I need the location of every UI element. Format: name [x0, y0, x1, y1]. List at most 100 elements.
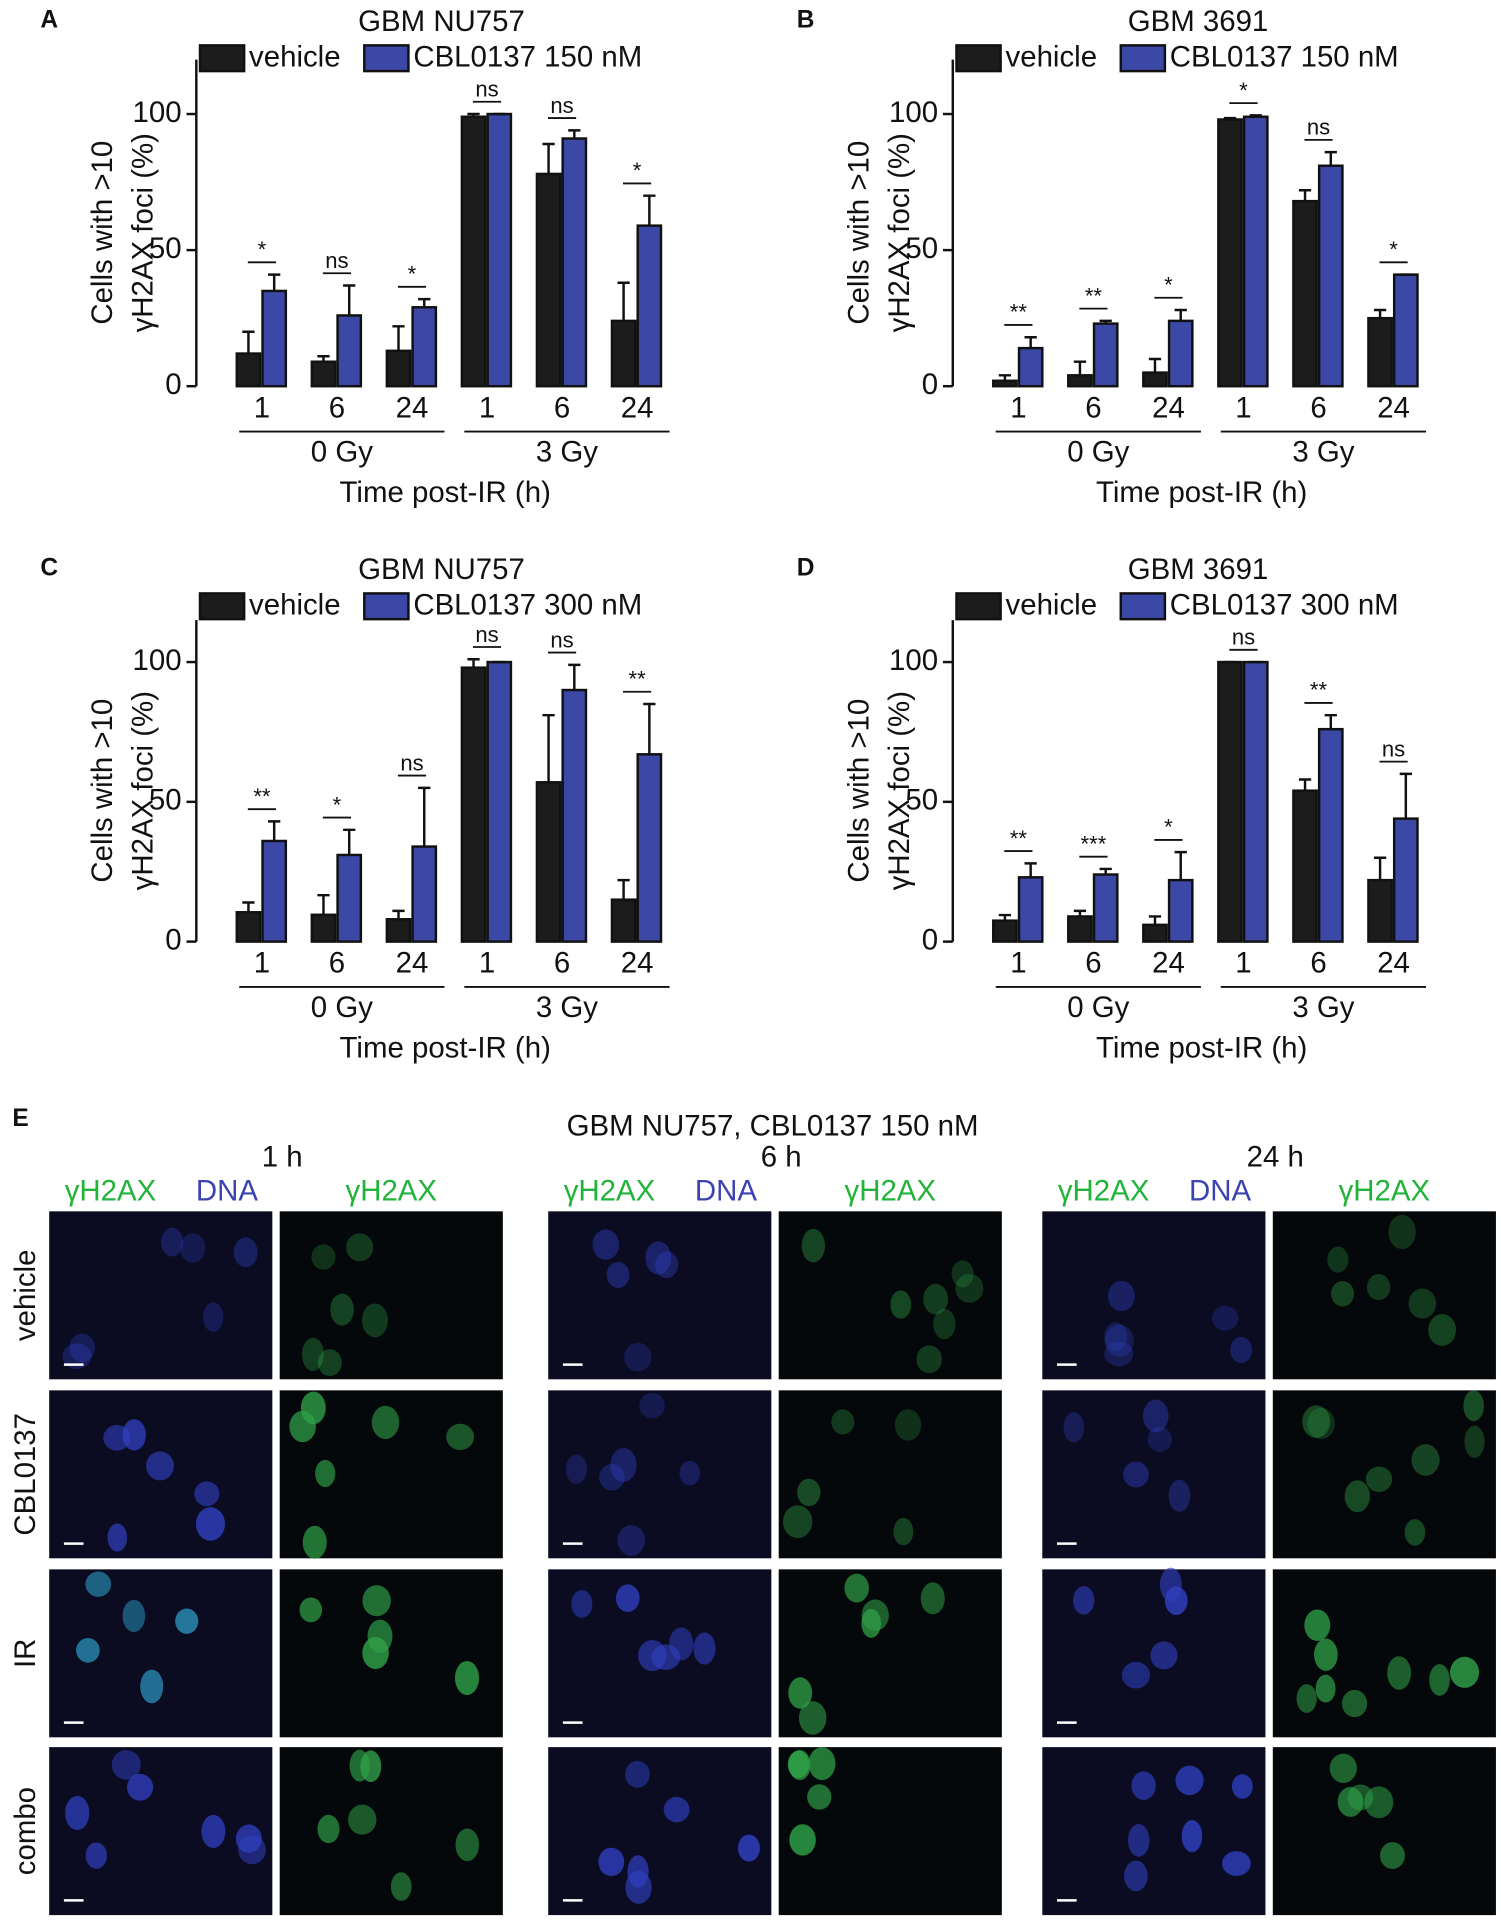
x-tick-label: 1	[1010, 391, 1026, 424]
significance-label: *	[1164, 815, 1173, 840]
nucleus	[1124, 1860, 1148, 1892]
y-tick-label: 0	[922, 368, 938, 401]
y-tick-label: 50	[905, 232, 938, 265]
significance-label: *	[1389, 237, 1398, 262]
micrograph	[279, 1569, 503, 1738]
bar	[1317, 727, 1344, 943]
error-bar	[268, 820, 281, 841]
y-axis-label: Cells with >10	[86, 141, 119, 325]
error-bar	[418, 297, 431, 308]
channel-label: γH2AX	[845, 1175, 937, 1208]
bar	[1367, 316, 1393, 388]
bar	[1317, 164, 1344, 388]
nucleus	[679, 1460, 701, 1486]
x-tick-label: 24	[396, 947, 429, 980]
y-tick-label: 100	[133, 644, 182, 677]
nucleus	[446, 1423, 475, 1450]
x-axis-label: Time post-IR (h)	[340, 1031, 551, 1064]
y-axis-label: γH2AX foci (%)	[883, 691, 916, 890]
error-bar	[467, 112, 480, 117]
group-label: 0 Gy	[311, 435, 373, 468]
panel-label: A	[40, 6, 58, 33]
x-tick-label: 24	[1377, 947, 1410, 980]
nucleus	[1159, 1567, 1182, 1602]
nucleus	[180, 1233, 206, 1263]
nucleus	[371, 1405, 400, 1440]
bar	[411, 306, 438, 388]
legend-label: CBL0137 300 nM	[413, 589, 642, 622]
micrograph	[49, 1211, 273, 1380]
nucleus	[617, 1525, 646, 1556]
row-label: IR	[9, 1639, 42, 1668]
error-bar	[617, 281, 630, 321]
panel-label: D	[797, 554, 815, 581]
micrograph	[1272, 1211, 1496, 1380]
error-bar	[317, 893, 330, 915]
y-axis-label: Cells with >10	[843, 699, 876, 883]
panel-label: C	[40, 554, 58, 581]
group-label: 3 Gy	[536, 991, 598, 1024]
bar	[1017, 346, 1044, 388]
y-tick-label: 50	[905, 784, 938, 817]
bar	[561, 688, 588, 943]
panel-label: B	[797, 6, 815, 33]
nucleus	[598, 1847, 625, 1877]
bar	[310, 360, 337, 388]
panel-title: GBM NU757, CBL0137 150 nM	[567, 1110, 979, 1143]
y-axis-label: γH2AX foci (%)	[127, 691, 160, 890]
legend-swatch	[363, 592, 410, 621]
x-axis-label: Time post-IR (h)	[340, 476, 551, 509]
y-tick-label: 50	[149, 232, 182, 265]
nucleus	[1307, 1408, 1335, 1440]
timepoint-label: 24 h	[1247, 1140, 1304, 1173]
nucleus	[565, 1454, 587, 1484]
nucleus	[1464, 1425, 1485, 1458]
nucleus	[831, 1409, 855, 1435]
bar	[385, 918, 412, 943]
bar	[1392, 817, 1419, 943]
nucleus	[1211, 1305, 1239, 1331]
x-tick-label: 24	[621, 391, 654, 424]
nucleus	[788, 1750, 811, 1781]
bar	[1242, 115, 1269, 388]
micrograph	[49, 1747, 273, 1916]
nucleus	[390, 1872, 412, 1901]
nucleus	[1344, 1480, 1370, 1513]
bar	[1067, 374, 1093, 388]
nucleus	[801, 1228, 825, 1263]
x-tick-label: 6	[329, 947, 345, 980]
nucleus	[1104, 1324, 1134, 1357]
bar	[411, 845, 438, 943]
bar	[1092, 873, 1119, 943]
bar	[535, 172, 562, 388]
significance-label: ns	[400, 750, 423, 775]
nucleus	[1408, 1288, 1437, 1319]
error-bar	[1373, 308, 1387, 319]
error-bar	[1324, 713, 1337, 730]
nucleus	[639, 1392, 665, 1419]
error-bar	[998, 913, 1012, 921]
nucleus	[1073, 1586, 1095, 1615]
bar	[460, 115, 487, 388]
nucleus	[808, 1747, 836, 1781]
nucleus	[920, 1582, 945, 1615]
nucleus	[1428, 1314, 1457, 1346]
group-label: 0 Gy	[1067, 435, 1129, 468]
legend-label: CBL0137 150 nM	[413, 41, 642, 74]
legend-label: vehicle	[1006, 41, 1098, 74]
bar	[1292, 789, 1318, 943]
error-bar	[1148, 357, 1162, 373]
nucleus	[571, 1590, 593, 1618]
y-tick-label: 100	[133, 96, 182, 129]
nucleus	[1143, 1399, 1169, 1433]
bar	[992, 919, 1018, 943]
chart-title: GBM NU757	[358, 553, 525, 586]
nucleus	[798, 1701, 827, 1735]
error-bar	[242, 901, 255, 913]
nucleus	[235, 1824, 262, 1853]
bar	[1167, 878, 1194, 943]
error-bar	[1073, 360, 1087, 376]
nucleus	[923, 1283, 948, 1315]
x-tick-label: 24	[1152, 947, 1185, 980]
significance-label: ns	[550, 93, 573, 118]
